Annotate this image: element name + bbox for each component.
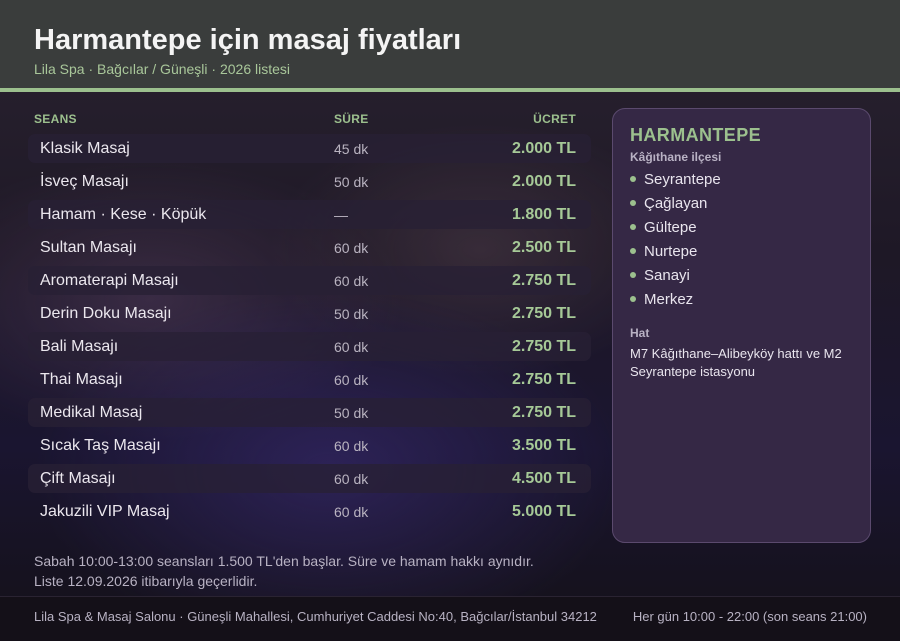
table-header: SEANS SÜRE ÜCRET <box>28 108 591 130</box>
neighborhood-item: Merkez <box>630 291 721 315</box>
session-name: İsveç Masajı <box>40 173 129 190</box>
session-duration: 60 dk <box>334 471 369 487</box>
session-duration: 50 dk <box>334 306 369 322</box>
session-duration: 60 dk <box>334 372 369 388</box>
column-header-session: SEANS <box>34 112 77 126</box>
neighborhood-item: Seyrantepe <box>630 171 721 195</box>
bullet-icon <box>630 176 636 182</box>
session-price: 2.750 TL <box>511 305 576 322</box>
area-info-panel: HARMANTEPE Kâğıthane ilçesi Seyrantepe Ça… <box>612 108 871 543</box>
table-row: Hamam · Kese · Köpük — 1.800 TL <box>28 200 591 229</box>
page-subtitle: Lila Spa · Bağcılar / Güneşli · 2026 lis… <box>34 61 291 77</box>
bullet-icon <box>630 296 636 302</box>
session-duration: 60 dk <box>334 339 369 355</box>
page-title: Harmantepe için masaj fiyatları <box>34 24 462 56</box>
session-duration: 60 dk <box>334 438 369 454</box>
session-duration: 60 dk <box>334 240 369 256</box>
table-row: Sultan Masajı 60 dk 2.500 TL <box>28 233 591 262</box>
bullet-icon <box>630 224 636 230</box>
neighborhood-name: Sanayi <box>644 267 690 284</box>
session-price: 2.750 TL <box>511 272 576 289</box>
session-price: 2.000 TL <box>511 140 576 157</box>
neighborhood-item: Çağlayan <box>630 195 721 219</box>
transit-line-text: M7 Kâğıthane–Alibeyköy hattı ve M2 Seyra… <box>630 346 842 379</box>
table-body: Klasik Masaj 45 dk 2.000 TL İsveç Masajı 50 … <box>28 134 591 526</box>
session-duration: 60 dk <box>334 504 369 520</box>
panel-title: HARMANTEPE <box>630 125 762 145</box>
panel-subtitle: Kâğıthane ilçesi <box>630 150 722 164</box>
table-row: Çift Masajı 60 dk 4.500 TL <box>28 464 591 493</box>
neighborhood-list: Seyrantepe Çağlayan Gültepe Nurtepe Sanayi Me… <box>630 171 721 315</box>
session-price: 1.800 TL <box>511 206 576 223</box>
session-name: Medikal Masaj <box>40 404 143 421</box>
neighborhood-item: Nurtepe <box>630 243 721 267</box>
session-price: 4.500 TL <box>511 470 576 487</box>
note-morning-sessions: Sabah 10:00-13:00 seansları 1.500 TL'den… <box>34 553 534 569</box>
column-header-price: ÜCRET <box>533 112 576 126</box>
neighborhood-name: Nurtepe <box>644 243 698 260</box>
table-row: Klasik Masaj 45 dk 2.000 TL <box>28 134 591 163</box>
transit-line-label: Hat <box>630 326 650 340</box>
page-footer: Lila Spa & Masaj Salonu · Güneşli Mahall… <box>0 596 900 641</box>
session-price: 2.750 TL <box>511 371 576 388</box>
session-duration: 60 dk <box>334 273 369 289</box>
session-name: Çift Masajı <box>40 470 116 487</box>
table-row: Bali Masajı 60 dk 2.750 TL <box>28 332 591 361</box>
page-header: Harmantepe için masaj fiyatları Lila Spa… <box>0 0 900 92</box>
column-header-duration: SÜRE <box>334 112 369 126</box>
session-price: 2.000 TL <box>511 173 576 190</box>
session-price: 2.500 TL <box>511 239 576 256</box>
neighborhood-name: Merkez <box>644 291 694 308</box>
neighborhood-name: Gültepe <box>644 219 697 236</box>
session-name: Hamam · Kese · Köpük <box>40 206 207 223</box>
session-name: Thai Masajı <box>40 371 123 388</box>
price-table: SEANS SÜRE ÜCRET Klasik Masaj 45 dk 2.000 … <box>28 108 591 526</box>
session-duration: 50 dk <box>334 174 369 190</box>
session-price: 5.000 TL <box>511 503 576 520</box>
table-row: Jakuzili VIP Masaj 60 dk 5.000 TL <box>28 497 591 526</box>
session-duration: 45 dk <box>334 141 369 157</box>
session-name: Aromaterapi Masajı <box>40 272 179 289</box>
table-row: Derin Doku Masajı 50 dk 2.750 TL <box>28 299 591 328</box>
session-name: Klasik Masaj <box>40 140 130 157</box>
bullet-icon <box>630 272 636 278</box>
table-row: İsveç Masajı 50 dk 2.000 TL <box>28 167 591 196</box>
session-name: Sultan Masajı <box>40 239 137 256</box>
session-name: Derin Doku Masajı <box>40 305 172 322</box>
table-row: Thai Masajı 60 dk 2.750 TL <box>28 365 591 394</box>
session-name: Sıcak Taş Masajı <box>40 437 161 454</box>
session-name: Bali Masajı <box>40 338 119 355</box>
session-price: 2.750 TL <box>511 338 576 355</box>
neighborhood-name: Seyrantepe <box>644 171 721 188</box>
table-row: Medikal Masaj 50 dk 2.750 TL <box>28 398 591 427</box>
note-valid-date: Liste 12.09.2026 itibarıyla geçerlidir. <box>34 573 258 589</box>
bullet-icon <box>630 248 636 254</box>
neighborhood-item: Sanayi <box>630 267 721 291</box>
footer-hours: Her gün 10:00 - 22:00 (son seans 21:00) <box>632 609 867 624</box>
bullet-icon <box>630 200 636 206</box>
neighborhood-name: Çağlayan <box>644 195 708 212</box>
session-price: 3.500 TL <box>511 437 576 454</box>
session-duration: 50 dk <box>334 405 369 421</box>
table-row: Aromaterapi Masajı 60 dk 2.750 TL <box>28 266 591 295</box>
session-duration: — <box>334 207 348 223</box>
table-row: Sıcak Taş Masajı 60 dk 3.500 TL <box>28 431 591 460</box>
session-name: Jakuzili VIP Masaj <box>40 503 170 520</box>
neighborhood-item: Gültepe <box>630 219 721 243</box>
session-price: 2.750 TL <box>511 404 576 421</box>
price-notes: Sabah 10:00-13:00 seansları 1.500 TL'den… <box>34 551 534 591</box>
footer-address: Lila Spa & Masaj Salonu · Güneşli Mahall… <box>34 609 597 624</box>
